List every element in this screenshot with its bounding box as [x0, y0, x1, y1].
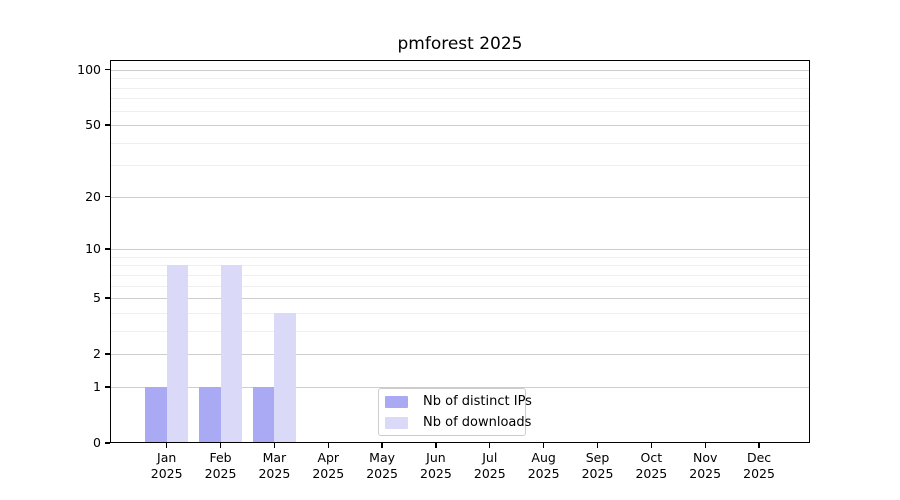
gridline-minor: [111, 285, 809, 287]
legend-label-distinct-ips: Nb of distinct IPs: [423, 394, 532, 409]
x-tick: [596, 443, 599, 448]
y-tick-label: 0: [93, 435, 101, 450]
x-tick-label: Jan 2025: [150, 450, 183, 481]
gridline-major: [111, 125, 809, 127]
chart-title: pmforest 2025: [397, 34, 523, 54]
gridline-minor: [111, 87, 809, 89]
legend-item-distinct-ips: Nb of distinct IPs: [385, 391, 532, 412]
y-tick-label: 2: [93, 346, 101, 362]
gridline-minor: [111, 312, 809, 314]
y-tick: [105, 353, 110, 355]
x-tick-label: Apr 2025: [312, 450, 345, 481]
y-tick: [105, 248, 110, 250]
x-tick: [704, 443, 706, 448]
y-tick-label: 5: [93, 290, 101, 306]
y-tick: [105, 196, 110, 198]
x-tick: [435, 443, 437, 448]
x-tick-label: Oct 2025: [635, 450, 668, 481]
legend-swatch-distinct-ips: [385, 395, 408, 408]
y-tick: [105, 69, 110, 71]
bar-downloads-jan: [166, 265, 189, 443]
x-tick: [327, 443, 329, 448]
y-tick-label: 1: [93, 378, 101, 394]
x-tick-label: Aug 2025: [527, 450, 560, 481]
legend-item-downloads: Nb of downloads: [385, 412, 531, 433]
gridline-major: [111, 69, 809, 71]
x-tick-label: Mar 2025: [258, 450, 291, 481]
y-tick-label: 100: [77, 61, 101, 77]
x-tick-label: Jul 2025: [473, 450, 506, 481]
gridline-minor: [111, 265, 809, 267]
gridline-minor: [111, 274, 809, 276]
gridline-minor: [111, 78, 809, 80]
x-tick: [273, 443, 276, 448]
x-tick: [166, 443, 168, 448]
x-tick: [758, 443, 760, 448]
gridline-minor: [111, 165, 809, 167]
x-tick-label: May 2025: [366, 450, 398, 481]
bar-distinct-ips-feb: [199, 386, 221, 443]
x-tick-label: Dec 2025: [743, 450, 775, 481]
bar-distinct-ips-jan: [145, 386, 167, 443]
y-tick: [105, 124, 110, 126]
bar-downloads-mar: [274, 312, 296, 443]
x-tick-label: Feb 2025: [204, 450, 237, 481]
x-tick: [542, 443, 545, 448]
gridline-minor: [111, 98, 809, 100]
x-tick: [489, 443, 491, 448]
legend-swatch-downloads: [385, 416, 408, 429]
y-tick: [105, 442, 110, 444]
y-tick-label: 20: [85, 188, 101, 204]
x-tick: [219, 443, 222, 448]
y-tick-label: 50: [85, 117, 101, 133]
x-tick-label: Sep 2025: [581, 450, 614, 481]
gridline-minor: [111, 256, 809, 258]
gridline-minor: [111, 142, 809, 144]
gridline-major: [111, 196, 809, 198]
x-tick-label: Nov 2025: [689, 450, 722, 481]
legend: Nb of distinct IPs Nb of downloads: [378, 388, 532, 436]
x-tick: [650, 443, 653, 448]
bar-downloads-feb: [220, 265, 243, 443]
gridline-major: [111, 354, 809, 356]
x-tick: [381, 443, 383, 448]
gridline-minor: [111, 330, 809, 332]
x-tick-label: Jun 2025: [420, 450, 452, 481]
y-tick: [105, 386, 110, 388]
bar-distinct-ips-mar: [252, 386, 275, 443]
gridline-major: [111, 249, 809, 251]
gridline-major: [111, 386, 809, 388]
gridline-minor: [111, 110, 809, 112]
gridline-major: [111, 298, 809, 300]
y-tick: [105, 297, 110, 299]
y-tick-label: 10: [85, 241, 101, 257]
plot-border: [110, 60, 810, 443]
legend-label-downloads: Nb of downloads: [423, 415, 532, 430]
